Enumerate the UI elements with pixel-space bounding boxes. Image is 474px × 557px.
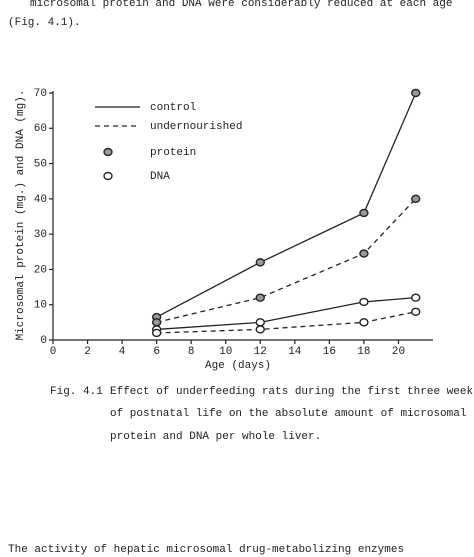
body-text: microsomal protein and DNA were consider… bbox=[30, 0, 452, 10]
y-axis-label: Microsomal protein (mg.) and DNA (mg). bbox=[15, 90, 27, 341]
y-tick-label: 40 bbox=[34, 194, 47, 206]
legend-label: undernourished bbox=[150, 121, 242, 133]
dna-marker bbox=[359, 318, 369, 327]
x-tick-label: 12 bbox=[254, 346, 267, 358]
protein-marker bbox=[255, 258, 265, 267]
x-tick-label: 20 bbox=[392, 346, 405, 358]
x-tick-label: 8 bbox=[188, 346, 195, 358]
x-tick-label: 6 bbox=[153, 346, 160, 358]
dna-marker bbox=[411, 293, 421, 302]
dna-marker bbox=[359, 297, 369, 307]
legend-label: control bbox=[150, 102, 196, 114]
series-line bbox=[156, 198, 417, 323]
dna-marker bbox=[411, 307, 421, 316]
protein-marker bbox=[411, 88, 421, 98]
body-text: (Fig. 4.1). bbox=[8, 17, 81, 29]
x-tick-label: 18 bbox=[357, 346, 370, 358]
caption-number: Fig. 4.1 bbox=[50, 386, 103, 398]
y-tick-label: 30 bbox=[34, 229, 47, 241]
caption-text: Effect of underfeeding rats during the f… bbox=[110, 386, 473, 398]
y-tick-label: 10 bbox=[34, 300, 47, 312]
x-tick-label: 2 bbox=[84, 346, 91, 358]
y-tick-label: 70 bbox=[34, 88, 47, 100]
y-tick-label: 0 bbox=[40, 335, 47, 347]
series-line bbox=[156, 92, 417, 318]
protein-marker bbox=[255, 293, 265, 302]
protein-marker bbox=[359, 249, 369, 258]
dna-marker bbox=[255, 325, 265, 334]
x-tick-label: 16 bbox=[323, 346, 336, 358]
body-text: The activity of hepatic microsomal drug-… bbox=[8, 544, 404, 556]
protein-marker bbox=[411, 194, 421, 204]
legend-label: DNA bbox=[150, 171, 170, 183]
y-tick-label: 20 bbox=[34, 264, 47, 276]
y-tick-label: 60 bbox=[34, 123, 47, 135]
caption-text: of postnatal life on the absolute amount… bbox=[110, 408, 466, 420]
dna-marker bbox=[151, 328, 162, 338]
protein-marker bbox=[151, 318, 162, 327]
x-tick-label: 0 bbox=[50, 346, 57, 358]
x-axis-label: Age (days) bbox=[205, 360, 271, 372]
caption-text: protein and DNA per whole liver. bbox=[110, 431, 321, 443]
y-tick-label: 50 bbox=[34, 158, 47, 170]
dna-marker bbox=[255, 318, 265, 327]
legend-marker bbox=[103, 171, 113, 181]
series-line bbox=[156, 297, 416, 331]
x-tick-label: 4 bbox=[119, 346, 126, 358]
x-tick-label: 14 bbox=[288, 346, 302, 358]
legend-label: protein bbox=[150, 147, 196, 159]
protein-marker bbox=[359, 208, 369, 218]
series-line bbox=[156, 311, 416, 334]
x-tick-label: 10 bbox=[219, 346, 232, 358]
legend-marker bbox=[103, 147, 113, 157]
